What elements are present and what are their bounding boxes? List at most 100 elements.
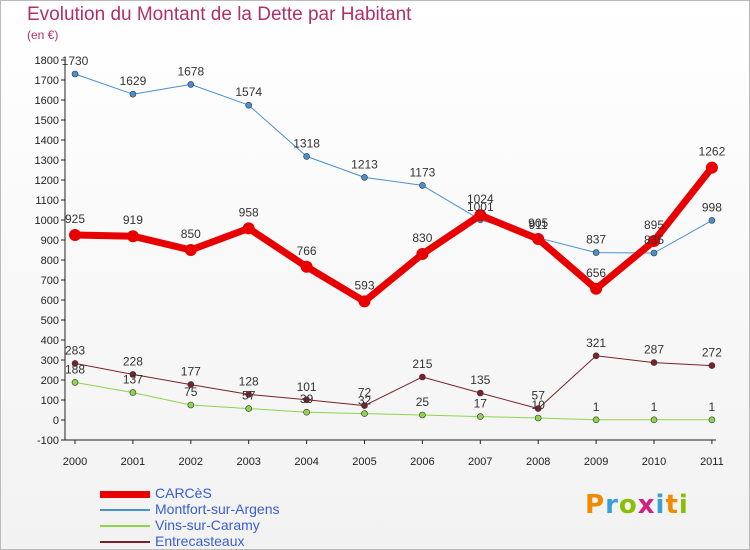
data-label: 837 <box>586 233 606 247</box>
x-tick-label: 2010 <box>642 456 666 468</box>
data-label: 1173 <box>409 165 435 179</box>
data-label: 215 <box>412 357 432 371</box>
logo-letter: i <box>655 490 666 520</box>
data-label: 1629 <box>120 74 147 88</box>
data-point <box>592 249 600 256</box>
data-label: 57 <box>242 389 256 403</box>
data-point <box>590 282 603 295</box>
data-point <box>303 408 310 416</box>
data-label: 593 <box>354 278 374 292</box>
y-tick-label: 1800 <box>35 55 59 67</box>
data-label: 188 <box>65 362 85 376</box>
data-point <box>474 209 487 222</box>
data-label: 998 <box>702 200 722 214</box>
data-point <box>708 416 716 424</box>
y-tick-label: 1500 <box>35 115 59 127</box>
data-point <box>126 230 139 243</box>
legend-label: Entrecasteaux <box>155 533 245 549</box>
data-label: 1318 <box>293 136 320 150</box>
data-label: 830 <box>412 231 432 245</box>
data-label: 1678 <box>177 64 204 78</box>
y-tick-label: 600 <box>41 295 59 307</box>
data-label: 958 <box>239 205 259 219</box>
data-label: 850 <box>181 227 201 241</box>
data-label: 272 <box>702 346 722 360</box>
data-label: 905 <box>528 216 548 230</box>
legend-label: Montfort-sur-Argens <box>155 501 280 517</box>
y-tick-label: 1700 <box>35 75 59 87</box>
data-point <box>187 381 195 388</box>
data-label: 25 <box>416 395 430 409</box>
data-point <box>416 248 429 260</box>
data-label: 1024 <box>467 192 494 206</box>
data-point <box>71 379 79 386</box>
logo-letter: P <box>585 490 606 520</box>
data-point <box>69 229 81 241</box>
data-label: 1730 <box>62 54 89 68</box>
chart-unit: (en €) <box>27 28 59 42</box>
data-label: 128 <box>239 374 259 388</box>
data-point <box>361 402 368 409</box>
y-tick-label: 1000 <box>35 215 59 227</box>
series-line <box>74 165 715 305</box>
series-line <box>74 381 712 421</box>
y-tick-label: 100 <box>41 395 59 407</box>
data-label: 656 <box>586 266 606 280</box>
x-tick-label: 2003 <box>236 456 260 468</box>
y-tick-label: 1600 <box>35 95 59 107</box>
data-label: 17 <box>474 397 488 411</box>
data-label: 1262 <box>699 145 726 159</box>
data-point <box>129 90 137 98</box>
proxiti-logo: Proxiti <box>585 490 689 520</box>
data-label: 39 <box>300 392 314 406</box>
y-tick-label: 1400 <box>35 135 59 147</box>
data-label: 766 <box>297 244 317 258</box>
data-label: 1 <box>709 400 716 414</box>
y-tick-label: 500 <box>41 315 59 327</box>
data-point <box>476 413 484 420</box>
data-label: 75 <box>184 385 198 399</box>
series-line <box>74 73 713 254</box>
legend-swatch <box>100 491 150 498</box>
data-point <box>592 352 600 360</box>
y-tick-label: 400 <box>41 335 59 347</box>
data-label: 835 <box>644 233 664 247</box>
data-point <box>708 217 716 224</box>
data-point <box>245 405 252 412</box>
data-point <box>184 244 197 256</box>
x-tick-label: 2000 <box>63 456 87 468</box>
data-point <box>708 362 716 369</box>
data-point <box>300 260 313 273</box>
data-label: 925 <box>65 212 85 226</box>
x-tick-label: 2002 <box>179 456 203 468</box>
x-tick-label: 2001 <box>121 456 145 468</box>
data-point <box>650 359 658 366</box>
y-tick-label: 900 <box>41 235 59 247</box>
x-tick-label: 2009 <box>584 456 608 468</box>
data-label: 283 <box>65 343 85 357</box>
legend-label: Vins-sur-Caramy <box>155 517 260 533</box>
chart-title: Evolution du Montant de la Dette par Hab… <box>27 4 412 25</box>
y-tick-label: 300 <box>41 355 59 367</box>
legend-swatch <box>100 525 150 527</box>
data-point <box>187 81 195 88</box>
logo-letter: t <box>665 490 679 520</box>
x-tick-label: 2011 <box>700 456 724 468</box>
x-tick-label: 2007 <box>468 456 492 468</box>
y-tick-label: 0 <box>53 415 59 427</box>
legend-swatch <box>100 541 150 543</box>
data-label: 1574 <box>235 85 262 99</box>
data-point <box>129 389 137 396</box>
x-tick-label: 2004 <box>294 456 318 468</box>
y-tick-label: 800 <box>41 255 59 267</box>
series-line <box>74 355 712 410</box>
data-label: 895 <box>644 218 664 232</box>
data-point <box>358 295 371 308</box>
data-point <box>419 373 426 381</box>
data-label: 32 <box>358 394 372 408</box>
data-point <box>71 360 79 367</box>
data-label: 57 <box>532 389 546 403</box>
data-point <box>650 416 658 424</box>
x-tick-label: 2006 <box>410 456 434 468</box>
